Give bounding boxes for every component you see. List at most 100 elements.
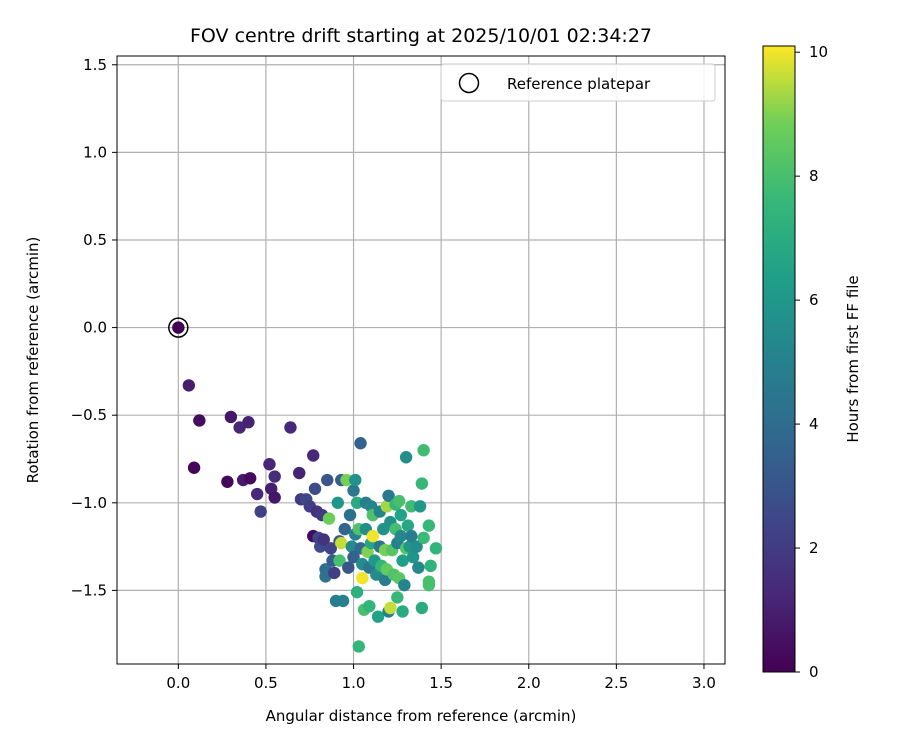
scatter-point bbox=[417, 444, 430, 457]
scatter-point bbox=[172, 321, 185, 334]
colorbar-gradient bbox=[763, 46, 795, 672]
scatter-point bbox=[284, 421, 297, 434]
x-tick-label: 1.5 bbox=[429, 674, 453, 692]
scatter-point bbox=[343, 508, 357, 522]
scatter-point bbox=[405, 529, 418, 543]
x-tick-label: 0.5 bbox=[254, 674, 278, 692]
scatter-point bbox=[413, 500, 427, 513]
x-tick-label: 2.0 bbox=[517, 674, 541, 692]
legend: Reference platepar bbox=[440, 63, 716, 102]
scatter-point bbox=[336, 594, 350, 608]
scatter-point bbox=[333, 554, 346, 567]
scatter-point bbox=[347, 484, 360, 497]
scatter-point bbox=[356, 571, 369, 585]
scatter-point bbox=[352, 640, 365, 653]
plot-frame bbox=[116, 55, 726, 665]
scatter-point bbox=[366, 529, 380, 543]
scatter-point bbox=[335, 536, 348, 550]
scatter-point bbox=[394, 508, 408, 522]
x-axis-label: Angular distance from reference (arcmin) bbox=[266, 707, 577, 725]
y-tick-label: 0.0 bbox=[83, 319, 107, 337]
scatter-point bbox=[268, 491, 281, 504]
scatter-point bbox=[405, 500, 418, 513]
scatter-point bbox=[331, 496, 344, 510]
scatter-point bbox=[415, 477, 429, 490]
scatter-point bbox=[399, 451, 413, 464]
scatter-point bbox=[384, 601, 397, 615]
colorbar-tick-label: 2 bbox=[809, 539, 819, 557]
y-tick-label: 1.5 bbox=[83, 56, 107, 74]
colorbar-tick-label: 10 bbox=[809, 43, 828, 61]
colorbar: 0 2 4 6 8 10 Hours from first FF file bbox=[762, 43, 862, 681]
scatter-point bbox=[415, 601, 429, 615]
scatter-point bbox=[322, 512, 336, 525]
reference-marker bbox=[168, 317, 189, 338]
colorbar-tick-label: 4 bbox=[809, 415, 819, 433]
scatter-point bbox=[193, 414, 206, 427]
scatter-point bbox=[317, 533, 330, 546]
scatter-point bbox=[371, 610, 385, 623]
scatter-point bbox=[417, 531, 430, 545]
y-tick-label: −0.5 bbox=[71, 406, 107, 424]
scatter-point bbox=[412, 561, 425, 574]
scatter-point bbox=[254, 505, 267, 518]
scatter-point bbox=[394, 529, 408, 543]
colorbar-tick-label: 8 bbox=[809, 167, 819, 185]
scatter-point bbox=[391, 591, 404, 604]
scatter-point bbox=[307, 449, 320, 462]
scatter-point bbox=[424, 559, 437, 573]
scatter-point bbox=[243, 472, 257, 485]
scatter-point bbox=[429, 542, 443, 555]
colorbar-tick-label: 6 bbox=[809, 291, 819, 309]
scatter-point bbox=[321, 473, 334, 487]
scatter-point bbox=[342, 561, 355, 574]
x-tick-label: 3.0 bbox=[692, 674, 716, 692]
y-tick-label: −1.0 bbox=[71, 494, 107, 512]
scatter-point bbox=[308, 482, 322, 495]
scatter-point bbox=[401, 519, 415, 532]
x-tick-label: 0.0 bbox=[166, 674, 190, 692]
scatter-point bbox=[422, 519, 436, 532]
y-axis-label: Rotation from reference (arcmin) bbox=[24, 237, 42, 484]
y-axis-ticks: −1.5 −1.0 −0.5 0.0 0.5 1.0 1.5 bbox=[71, 56, 117, 599]
x-axis-ticks: 0.0 0.5 1.0 1.5 2.0 2.5 3.0 bbox=[166, 664, 716, 692]
scatter-point bbox=[268, 470, 281, 483]
scatter-point bbox=[406, 550, 420, 564]
colorbar-tick-label: 0 bbox=[809, 663, 819, 681]
x-tick-label: 1.0 bbox=[342, 674, 366, 692]
y-tick-label: 1.0 bbox=[83, 143, 107, 161]
scatter-point bbox=[354, 437, 367, 450]
colorbar-frame bbox=[762, 45, 796, 673]
scatter-point bbox=[221, 475, 234, 488]
x-tick-label: 2.5 bbox=[604, 674, 628, 692]
chart-title: FOV centre drift starting at 2025/10/01 … bbox=[190, 25, 652, 47]
scatter-point bbox=[182, 379, 196, 392]
scatter-point bbox=[392, 494, 406, 508]
scatter-point bbox=[398, 578, 411, 592]
scatter-point bbox=[396, 605, 409, 618]
scatter-point bbox=[328, 566, 341, 580]
scatter-point bbox=[410, 540, 423, 553]
scatter-point bbox=[350, 496, 364, 510]
scatter-point bbox=[347, 550, 360, 564]
legend-box bbox=[440, 63, 716, 102]
scatter-point bbox=[422, 578, 436, 592]
scatter-point bbox=[242, 416, 255, 429]
scatter-point bbox=[363, 599, 376, 613]
legend-marker-icon bbox=[458, 72, 480, 94]
scatter-point bbox=[324, 542, 337, 555]
scatter-point bbox=[187, 461, 201, 474]
y-tick-label: 0.5 bbox=[83, 231, 107, 249]
scatter-point bbox=[350, 585, 364, 599]
scatter-point bbox=[382, 489, 395, 502]
scatter-point bbox=[349, 473, 362, 487]
scatter-point bbox=[396, 554, 409, 567]
scatter-point bbox=[224, 410, 238, 424]
y-tick-label: −1.5 bbox=[71, 581, 107, 599]
scatter-point bbox=[293, 466, 306, 480]
legend-entry-reference: Reference platepar bbox=[507, 75, 651, 93]
scatter-point bbox=[250, 487, 264, 501]
scatter-point bbox=[338, 522, 351, 536]
scatter-point bbox=[340, 473, 353, 487]
